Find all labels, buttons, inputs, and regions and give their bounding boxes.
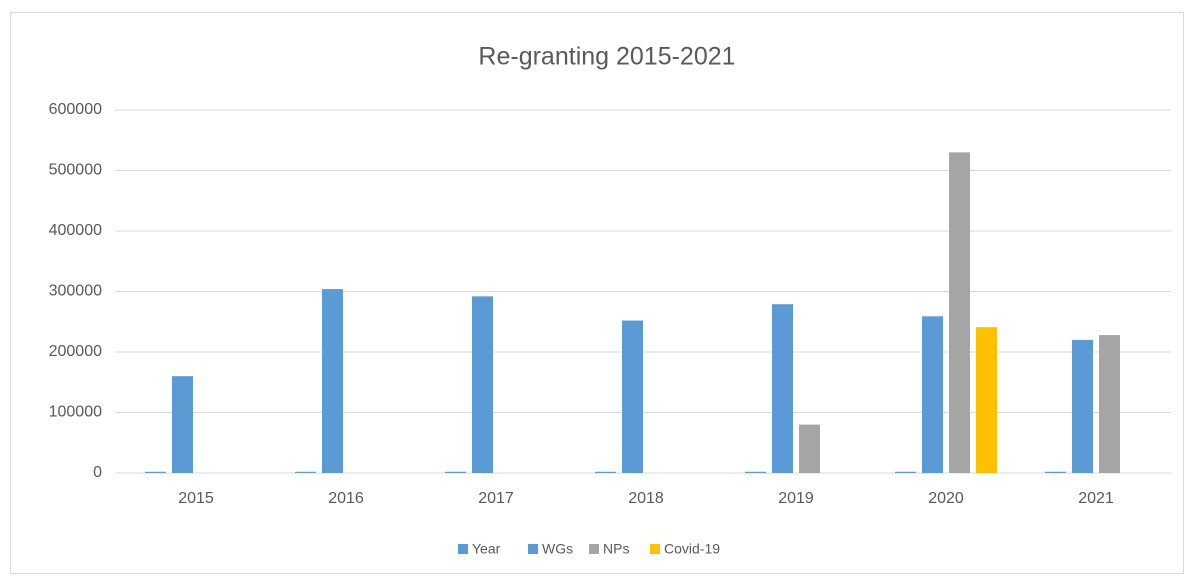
bar: [745, 471, 766, 473]
legend-label: NPs: [603, 541, 629, 557]
x-tick-label: 2018: [628, 490, 664, 507]
y-tick-label: 100000: [49, 404, 102, 421]
bar: [949, 152, 970, 473]
x-tick-label: 2021: [1078, 490, 1114, 507]
bar: [445, 471, 466, 473]
x-tick-label: 2017: [478, 490, 514, 507]
x-tick-label: 2015: [178, 490, 214, 507]
bar: [799, 424, 820, 473]
x-tick-label: 2019: [778, 490, 814, 507]
bar: [895, 471, 916, 473]
bar: [976, 327, 997, 473]
bar: [595, 471, 616, 473]
chart-border: [10, 12, 1184, 574]
x-tick-label: 2016: [328, 490, 364, 507]
bar: [1099, 335, 1120, 473]
bar: [145, 471, 166, 473]
bar: [622, 320, 643, 473]
y-tick-label: 300000: [49, 283, 102, 300]
y-tick-label: 400000: [49, 222, 102, 239]
bar: [322, 289, 343, 473]
y-tick-label: 200000: [49, 343, 102, 360]
legend-label: Covid-19: [664, 541, 720, 557]
bar: [472, 296, 493, 473]
x-tick-label: 2020: [928, 490, 964, 507]
legend-swatch: [589, 544, 599, 554]
legend-swatch: [528, 544, 538, 554]
legend-swatch: [458, 544, 468, 554]
legend-label: Year: [472, 541, 501, 557]
bar: [1072, 339, 1093, 473]
bar: [1045, 471, 1066, 473]
y-tick-label: 500000: [49, 162, 102, 179]
legend-label: WGs: [542, 541, 573, 557]
legend-swatch: [650, 544, 660, 554]
bar: [295, 471, 316, 473]
chart-title: Re-granting 2015-2021: [478, 43, 735, 71]
y-tick-label: 600000: [49, 101, 102, 118]
bar: [922, 316, 943, 473]
bar: [172, 376, 193, 473]
bar: [772, 304, 793, 473]
y-tick-label: 0: [93, 464, 102, 481]
